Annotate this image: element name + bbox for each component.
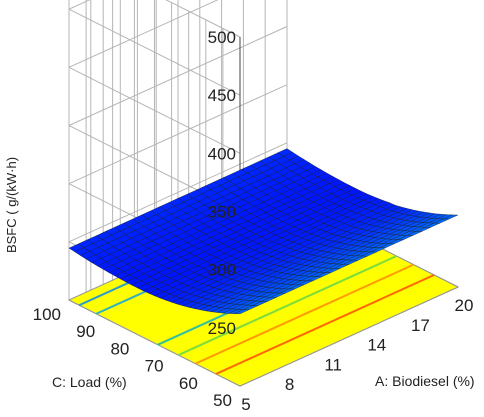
- z-tick-labels: 250 300 350 400 450 500: [208, 28, 236, 338]
- x-tick-label: 14: [367, 336, 386, 355]
- response-surface: [68, 148, 459, 314]
- x-tick-label: 5: [241, 395, 250, 414]
- x-tick-label: 11: [324, 355, 342, 374]
- contour-line: [178, 255, 397, 356]
- z-tick-label: 450: [208, 86, 236, 105]
- y-tick-label: 70: [145, 357, 164, 376]
- y-tick-label: 50: [213, 391, 232, 410]
- y-tick-label: 90: [76, 322, 95, 341]
- grid-line: [165, 0, 241, 38]
- x-tick-label: 20: [455, 296, 474, 315]
- y-tick-label: 60: [179, 374, 198, 393]
- contour-line: [195, 263, 414, 365]
- x-tick-label: 8: [285, 375, 294, 394]
- z-tick-label: 400: [208, 144, 236, 163]
- z-axis-title: BSFC ( g/(kW·h): [4, 157, 19, 253]
- y-axis-title: C: Load (%): [52, 374, 127, 390]
- contour-line: [215, 274, 435, 375]
- surface-cell: [234, 309, 250, 314]
- x-tick-labels: 5 8 11 14 17 20: [241, 296, 473, 414]
- z-tick-label: 500: [208, 28, 236, 47]
- y-tick-label: 100: [33, 305, 61, 324]
- x-tick-label: 17: [411, 316, 430, 335]
- z-tick-label: 350: [208, 203, 236, 222]
- z-tick-label: 300: [208, 261, 236, 280]
- z-tick-label: 250: [208, 319, 236, 338]
- y-tick-labels: 50 60 70 80 90 100: [33, 305, 232, 410]
- x-axis-title: A: Biodiesel (%): [375, 373, 475, 389]
- y-tick-label: 80: [110, 339, 129, 358]
